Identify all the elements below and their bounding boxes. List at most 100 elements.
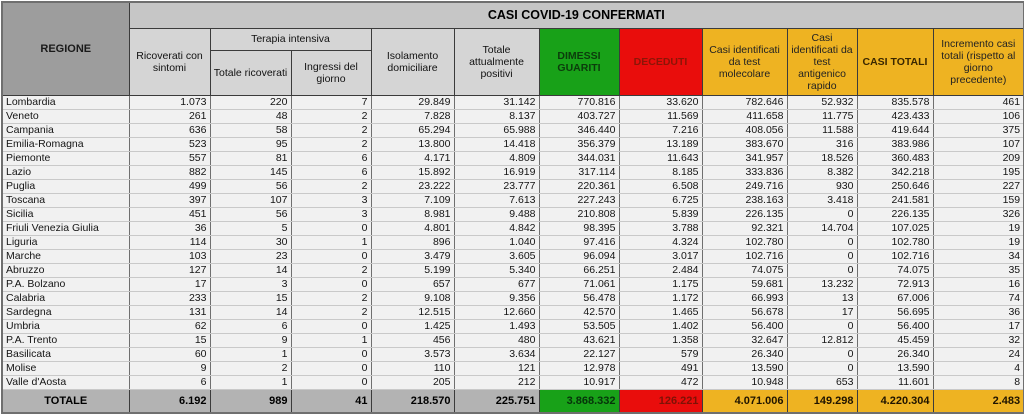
value-cell: 9.108 [370, 290, 455, 306]
title-row: REGIONE CASI COVID-19 CONFERMATI [1, 1, 1024, 96]
value-cell: 7.109 [370, 192, 455, 208]
value-cell: 12.660 [453, 304, 540, 320]
value-cell: 250.646 [856, 178, 934, 194]
value-cell: 2 [290, 136, 372, 152]
value-cell: 107 [209, 192, 292, 208]
value-cell: 233 [128, 290, 211, 306]
col-header-attualmente-positivi: Totale attualmente positivi [453, 27, 540, 96]
table-row: Sicilia 451 56 3 8.981 9.488 210.808 5.839 226.1… [1, 206, 1024, 222]
table-row: P.A. Trento 15 9 1 456 480 43.621 1.358 32.647 12… [1, 332, 1024, 348]
value-cell: 4.324 [618, 234, 703, 250]
value-cell: 7.828 [370, 108, 455, 124]
value-cell: 341.957 [701, 150, 788, 166]
value-cell: 103 [128, 248, 211, 264]
value-cell: 6 [290, 164, 372, 180]
value-cell: 579 [618, 346, 703, 362]
totale-value-cell: 126.221 [618, 388, 703, 414]
value-cell: 10.917 [538, 374, 620, 390]
table-row: Campania 636 58 2 65.294 65.988 346.440 7.216 40… [1, 122, 1024, 138]
value-cell: 6.508 [618, 178, 703, 194]
value-cell: 333.836 [701, 164, 788, 180]
value-cell: 411.658 [701, 108, 788, 124]
value-cell: 3.418 [786, 192, 858, 208]
table-row: Puglia 499 56 2 23.222 23.777 220.361 6.508 249.… [1, 178, 1024, 194]
value-cell: 5 [209, 220, 292, 236]
totale-value-cell: 4.071.006 [701, 388, 788, 414]
table-row: Calabria 233 15 2 9.108 9.356 56.478 1.172 66.99… [1, 290, 1024, 306]
value-cell: 5.340 [453, 262, 540, 278]
value-cell: 461 [932, 94, 1024, 110]
table-row: Molise 9 2 0 110 121 12.978 491 13.590 0 13.590 4 [1, 360, 1024, 376]
region-cell: Lazio [1, 164, 130, 180]
value-cell: 17 [128, 276, 211, 292]
value-cell: 2 [290, 122, 372, 138]
value-cell: 0 [290, 360, 372, 376]
value-cell: 19 [932, 220, 1024, 236]
region-cell: Sicilia [1, 206, 130, 222]
value-cell: 102.716 [856, 248, 934, 264]
value-cell: 0 [786, 206, 858, 222]
value-cell: 96.094 [538, 248, 620, 264]
table-row: Marche 103 23 0 3.479 3.605 96.094 3.017 102.716… [1, 248, 1024, 264]
value-cell: 4.171 [370, 150, 455, 166]
value-cell: 2 [290, 290, 372, 306]
value-cell: 1.465 [618, 304, 703, 320]
value-cell: 66.251 [538, 262, 620, 278]
table-body: Lombardia 1.073 220 7 29.849 31.142 770.816 33.… [1, 94, 1024, 390]
value-cell: 480 [453, 332, 540, 348]
totale-value-cell: 149.298 [786, 388, 858, 414]
value-cell: 1.358 [618, 332, 703, 348]
value-cell: 62 [128, 318, 211, 334]
value-cell: 408.056 [701, 122, 788, 138]
value-cell: 13.800 [370, 136, 455, 152]
value-cell: 127 [128, 262, 211, 278]
value-cell: 930 [786, 178, 858, 194]
header-row: Ricoverati con sintomi Terapia intensiva… [2, 27, 1024, 96]
value-cell: 342.218 [856, 164, 934, 180]
value-cell: 81 [209, 150, 292, 166]
value-cell: 1.073 [128, 94, 211, 110]
value-cell: 3.479 [370, 248, 455, 264]
value-cell: 65.988 [453, 122, 540, 138]
value-cell: 383.986 [856, 136, 934, 152]
value-cell: 24 [932, 346, 1024, 362]
value-cell: 8.185 [618, 164, 703, 180]
value-cell: 56.678 [701, 304, 788, 320]
value-cell: 15 [209, 290, 292, 306]
col-header-deceduti: DECEDUTI [618, 27, 703, 96]
value-cell: 18.526 [786, 150, 858, 166]
value-cell: 7 [290, 94, 372, 110]
value-cell: 3 [290, 206, 372, 222]
value-cell: 159 [932, 192, 1024, 208]
value-cell: 56.400 [856, 318, 934, 334]
region-cell: Sardegna [1, 304, 130, 320]
value-cell: 2 [290, 108, 372, 124]
value-cell: 107.025 [856, 220, 934, 236]
region-cell: Molise [1, 360, 130, 376]
region-cell: Lombardia [1, 94, 130, 110]
value-cell: 56 [209, 206, 292, 222]
region-cell: Toscana [1, 192, 130, 208]
value-cell: 0 [290, 220, 372, 236]
table-row: Lazio 882 145 6 15.892 16.919 317.114 8.185 333.… [1, 164, 1024, 180]
value-cell: 23.777 [453, 178, 540, 194]
value-cell: 7.216 [618, 122, 703, 138]
value-cell: 0 [290, 318, 372, 334]
col-header-isolamento: Isolamento domiciliare [370, 27, 455, 96]
value-cell: 383.670 [701, 136, 788, 152]
value-cell: 8.382 [786, 164, 858, 180]
region-column-header: REGIONE [1, 1, 130, 96]
value-cell: 326 [932, 206, 1024, 222]
totale-value-cell: 6.192 [128, 388, 211, 414]
region-cell: Marche [1, 248, 130, 264]
value-cell: 1 [209, 374, 292, 390]
table-row: Sardegna 131 14 2 12.515 12.660 42.570 1.465 56.… [1, 304, 1024, 320]
value-cell: 43.621 [538, 332, 620, 348]
value-cell: 23.222 [370, 178, 455, 194]
value-cell: 6 [209, 318, 292, 334]
value-cell: 26.340 [701, 346, 788, 362]
value-cell: 14.704 [786, 220, 858, 236]
value-cell: 0 [290, 346, 372, 362]
value-cell: 896 [370, 234, 455, 250]
value-cell: 316 [786, 136, 858, 152]
